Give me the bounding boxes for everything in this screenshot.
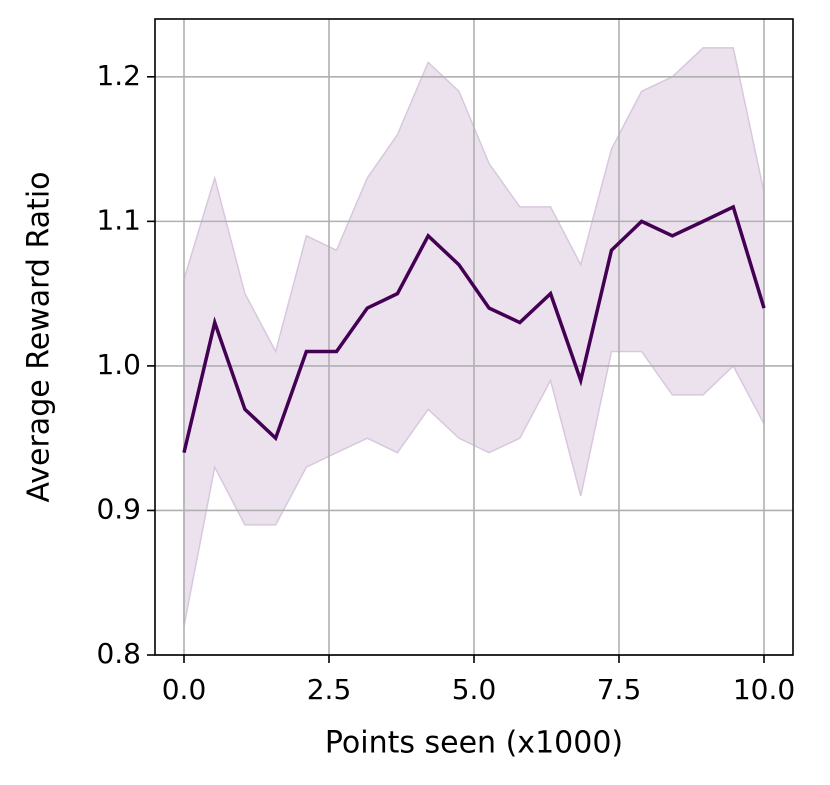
plot-frame [154,18,794,656]
x-tick-label: 5.0 [452,673,497,706]
x-axis-label: Points seen (x1000) [325,726,623,761]
y-tick-label: 1.0 [96,348,141,381]
y-tick-label: 1.2 [96,59,141,92]
y-tick-label: 0.8 [96,637,141,670]
mean-line [182,204,766,454]
x-tick-label: 2.5 [307,673,352,706]
x-tick-label: 7.5 [597,673,642,706]
y-tick-label: 1.1 [96,203,141,236]
y-tick-label: 0.9 [96,492,141,525]
x-tick-label: 10.0 [733,673,795,706]
y-axis-label: Average Reward Ratio [22,171,57,502]
x-tick-label: 0.0 [162,673,207,706]
